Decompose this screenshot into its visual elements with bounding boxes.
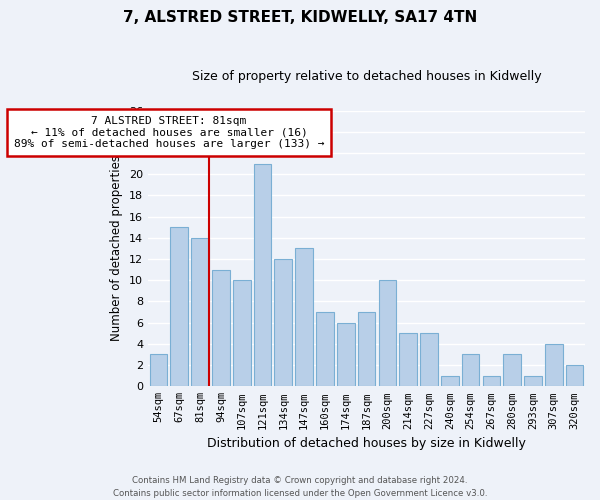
Bar bbox=[170, 227, 188, 386]
Bar bbox=[482, 376, 500, 386]
Bar bbox=[316, 312, 334, 386]
X-axis label: Distribution of detached houses by size in Kidwelly: Distribution of detached houses by size … bbox=[207, 437, 526, 450]
Text: 7 ALSTRED STREET: 81sqm
← 11% of detached houses are smaller (16)
89% of semi-de: 7 ALSTRED STREET: 81sqm ← 11% of detache… bbox=[14, 116, 324, 149]
Y-axis label: Number of detached properties: Number of detached properties bbox=[110, 156, 124, 342]
Bar bbox=[524, 376, 542, 386]
Bar bbox=[233, 280, 251, 386]
Bar bbox=[441, 376, 458, 386]
Bar bbox=[337, 322, 355, 386]
Bar bbox=[212, 270, 230, 386]
Title: Size of property relative to detached houses in Kidwelly: Size of property relative to detached ho… bbox=[192, 70, 541, 83]
Text: Contains HM Land Registry data © Crown copyright and database right 2024.
Contai: Contains HM Land Registry data © Crown c… bbox=[113, 476, 487, 498]
Bar bbox=[254, 164, 271, 386]
Bar bbox=[274, 259, 292, 386]
Bar bbox=[462, 354, 479, 386]
Bar bbox=[400, 334, 417, 386]
Bar bbox=[191, 238, 209, 386]
Bar bbox=[420, 334, 438, 386]
Bar bbox=[295, 248, 313, 386]
Bar bbox=[149, 354, 167, 386]
Bar bbox=[566, 365, 583, 386]
Bar bbox=[358, 312, 376, 386]
Bar bbox=[545, 344, 563, 387]
Text: 7, ALSTRED STREET, KIDWELLY, SA17 4TN: 7, ALSTRED STREET, KIDWELLY, SA17 4TN bbox=[123, 10, 477, 25]
Bar bbox=[379, 280, 396, 386]
Bar bbox=[503, 354, 521, 386]
